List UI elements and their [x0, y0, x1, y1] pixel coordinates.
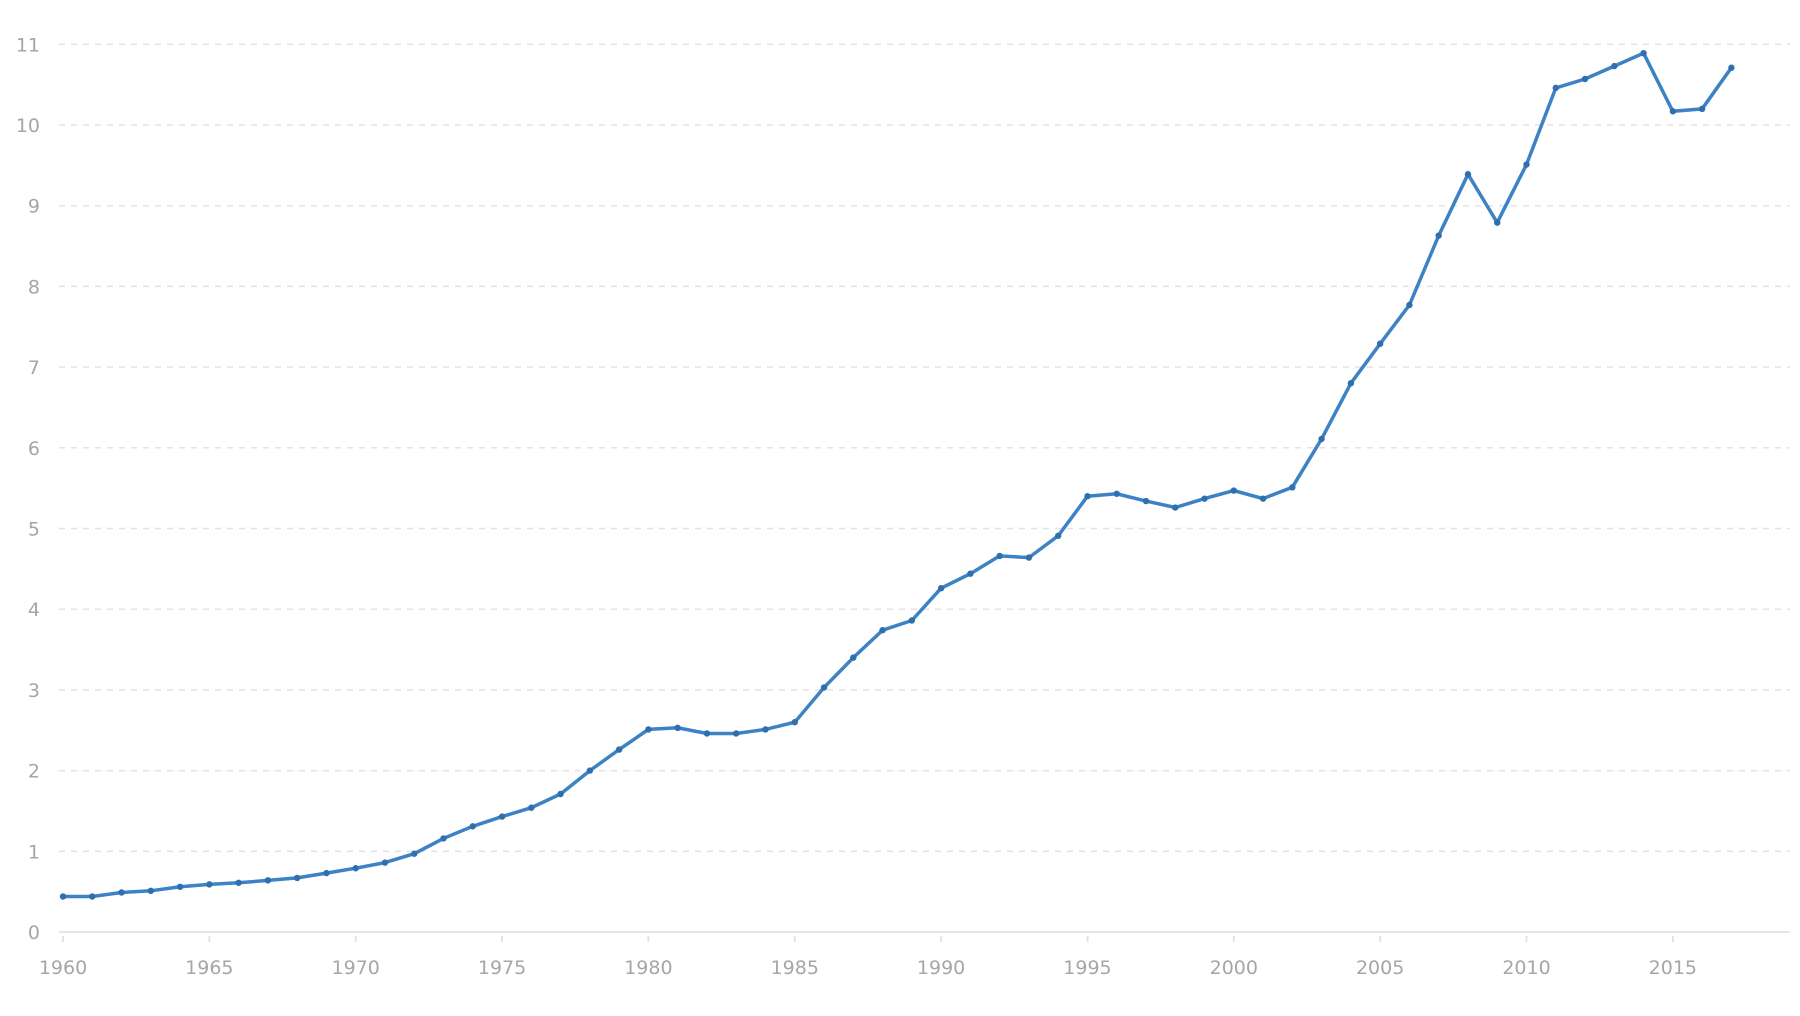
data-point[interactable]	[996, 552, 1003, 560]
x-tick-label: 1980	[624, 957, 672, 979]
data-point[interactable]	[235, 879, 242, 886]
data-point[interactable]	[1259, 495, 1267, 502]
data-point[interactable]	[1523, 161, 1530, 168]
data-point[interactable]	[1347, 380, 1355, 387]
data-point[interactable]	[176, 883, 184, 891]
data-point[interactable]	[206, 881, 213, 888]
data-point[interactable]	[498, 813, 506, 820]
data-point[interactable]	[440, 835, 447, 842]
data-point[interactable]	[1084, 493, 1091, 500]
data-point[interactable]	[645, 726, 652, 733]
x-tick-label: 1975	[478, 957, 526, 979]
data-point[interactable]	[557, 790, 564, 798]
series-group	[59, 49, 1735, 900]
y-tick-label: 11	[16, 34, 40, 56]
x-tick-label: 2005	[1356, 957, 1404, 979]
y-tick-label: 9	[28, 196, 40, 218]
data-point[interactable]	[1113, 490, 1120, 497]
y-tick-label: 4	[28, 599, 40, 621]
data-point[interactable]	[469, 823, 476, 830]
data-point[interactable]	[1728, 64, 1735, 71]
x-tick-label: 2010	[1502, 957, 1550, 979]
y-tick-label: 0	[28, 922, 40, 944]
data-point[interactable]	[1581, 75, 1589, 83]
data-point[interactable]	[1552, 84, 1559, 92]
x-axis: 1960 1965 1970 1975 1980 1985 1990 1995 2000 2005…	[39, 936, 1697, 979]
series-line	[63, 50, 1733, 899]
data-point[interactable]	[1318, 435, 1325, 443]
y-tick-label: 8	[28, 276, 40, 298]
data-point[interactable]	[264, 877, 272, 884]
x-tick-label: 1995	[1063, 957, 1111, 979]
data-point[interactable]	[615, 746, 623, 753]
data-point[interactable]	[1054, 532, 1062, 539]
data-point[interactable]	[1201, 495, 1208, 502]
data-point[interactable]	[908, 617, 916, 624]
data-point[interactable]	[1142, 497, 1150, 505]
x-tick-label: 1985	[771, 957, 819, 979]
y-axis: 0 1 2 3 4 5 6 7 8 9 10 11	[16, 34, 40, 944]
data-point[interactable]	[791, 718, 798, 726]
y-tick-label: 10	[16, 115, 40, 137]
data-point[interactable]	[762, 726, 769, 733]
x-tick-label: 1970	[332, 957, 380, 979]
data-point[interactable]	[411, 850, 418, 857]
data-point[interactable]	[1494, 219, 1501, 226]
data-point[interactable]	[147, 887, 155, 895]
data-point[interactable]	[703, 730, 711, 737]
data-point[interactable]	[352, 865, 359, 872]
data-point[interactable]	[1435, 232, 1442, 239]
data-point[interactable]	[59, 893, 67, 900]
data-point[interactable]	[1172, 504, 1179, 511]
data-point[interactable]	[850, 654, 857, 661]
data-point[interactable]	[1464, 171, 1472, 178]
data-point[interactable]	[1611, 62, 1618, 70]
data-point[interactable]	[1376, 340, 1384, 347]
data-point[interactable]	[1669, 108, 1677, 115]
data-point[interactable]	[937, 585, 945, 592]
data-point[interactable]	[967, 570, 974, 577]
x-tick-label: 1990	[917, 957, 965, 979]
y-tick-label: 6	[28, 438, 40, 460]
data-point[interactable]	[586, 767, 594, 774]
data-point[interactable]	[528, 804, 535, 811]
data-point[interactable]	[879, 626, 886, 634]
x-tick-label: 2015	[1649, 957, 1697, 979]
y-tick-label: 1	[28, 841, 40, 863]
y-tick-label: 3	[28, 680, 40, 702]
data-point[interactable]	[118, 889, 125, 896]
data-point[interactable]	[1406, 301, 1413, 309]
data-point[interactable]	[820, 684, 828, 691]
data-point[interactable]	[1230, 487, 1238, 494]
y-tick-label: 2	[28, 761, 40, 783]
data-point[interactable]	[381, 859, 389, 866]
data-point[interactable]	[1025, 554, 1033, 561]
data-point[interactable]	[674, 724, 681, 732]
x-tick-label: 2000	[1210, 957, 1258, 979]
gridlines	[59, 43, 1790, 933]
data-point[interactable]	[1698, 105, 1706, 113]
data-point[interactable]	[89, 893, 96, 900]
x-tick-label: 1960	[39, 957, 87, 979]
y-tick-label: 7	[28, 357, 40, 379]
data-point[interactable]	[733, 730, 740, 737]
data-point[interactable]	[1289, 484, 1296, 491]
x-tick-label: 1965	[185, 957, 233, 979]
y-tick-label: 5	[28, 519, 40, 541]
data-point[interactable]	[1640, 49, 1647, 57]
data-point[interactable]	[293, 874, 301, 882]
data-point[interactable]	[323, 869, 330, 877]
